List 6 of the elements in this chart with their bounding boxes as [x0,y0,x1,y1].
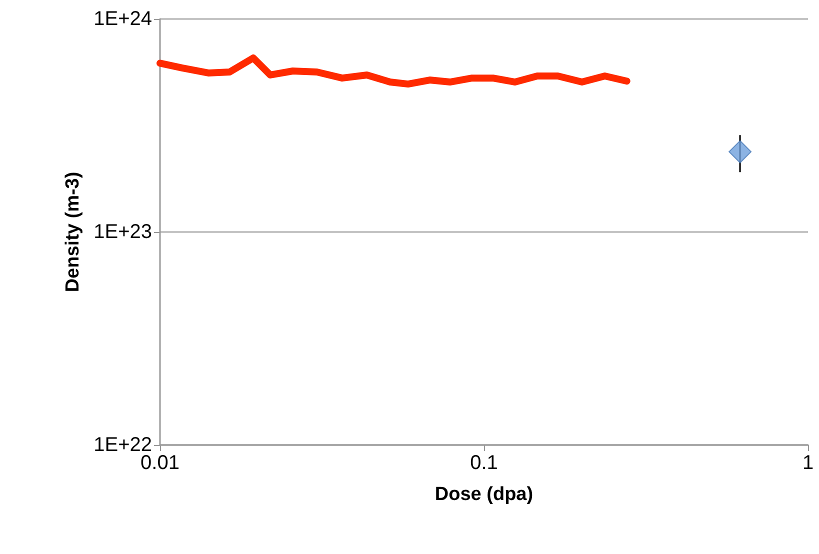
y-tick-label: 1E+23 [94,221,152,243]
x-tick-label: 0.1 [470,452,498,474]
x-axis-title: Dose (dpa) [434,484,534,505]
y-axis-title: Density (m-3) [62,172,84,292]
x-tick-label: 1 [802,452,814,474]
y-tick-label: 1E+24 [94,8,152,30]
